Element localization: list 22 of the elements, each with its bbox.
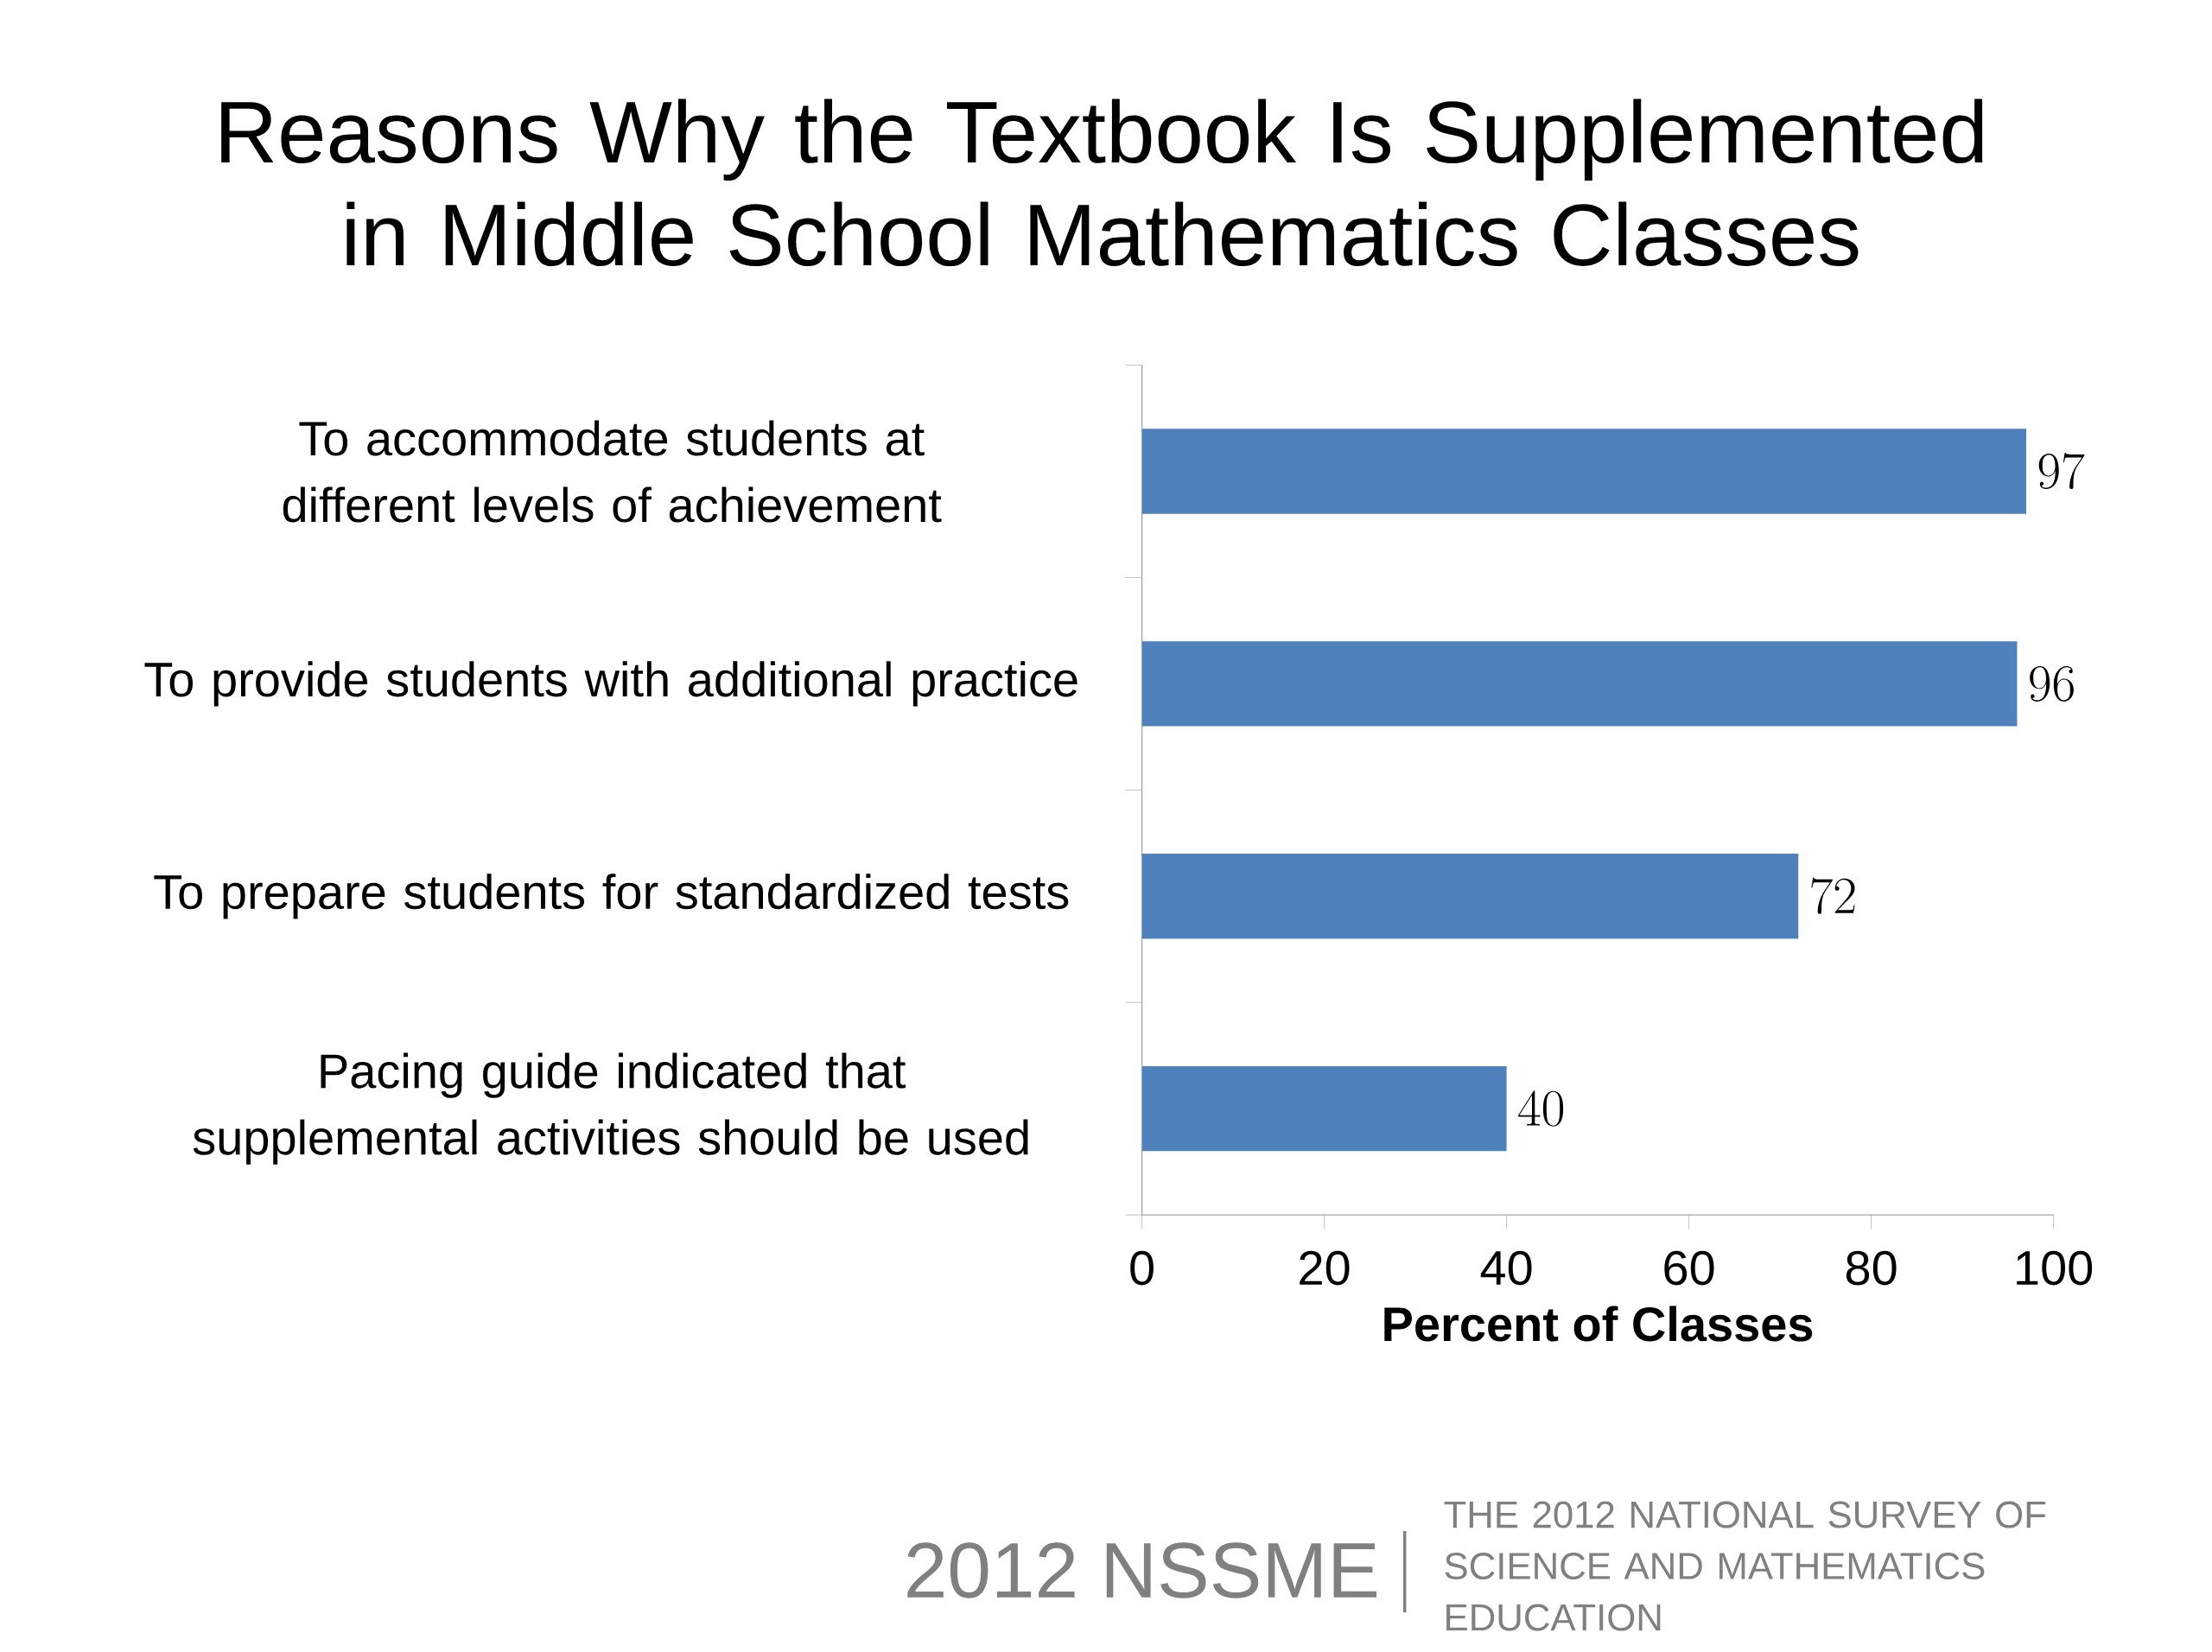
- x-tick-label: 80: [1846, 1250, 1897, 1286]
- x-tick-label: 60: [1664, 1250, 1714, 1286]
- x-tick-label: 40: [1480, 1250, 1532, 1286]
- data-label: 96: [2030, 666, 2074, 702]
- bar: [1141, 429, 2026, 514]
- x-tick-label: 0: [1130, 1250, 1154, 1286]
- data-label: 72: [1811, 877, 1855, 914]
- data-label: 97: [2038, 453, 2085, 490]
- bar: [1141, 641, 2018, 727]
- chart-title: Reasons Why the Textbook Is Supplemented in Middle School Mathematics Classes: [221, 98, 1983, 267]
- text: THE 2012 NATIONAL SURVEY OF SCIENCE AND MATHEMATICS EDUCATION: [1444, 1501, 2046, 1631]
- y-tick-label: Pacing guide indicated that supplemental activities should be used: [193, 1052, 1028, 1165]
- x-tick-label: 100: [2017, 1250, 2093, 1286]
- text: 2012 NSSME: [907, 1542, 1376, 1598]
- bar: [1141, 854, 1799, 939]
- data-label: 40: [1518, 1090, 1564, 1127]
- y-tick-label: To accommodate students at different levels of achievement: [283, 420, 942, 523]
- y-tick-label: To provide students with additional practice: [144, 661, 1077, 707]
- bar: [1141, 1066, 1507, 1152]
- y-tick-label: To prepare students for standardized tests: [154, 874, 1069, 919]
- x-axis-title: Percent of Classes: [1384, 1306, 1813, 1342]
- x-tick-label: 20: [1300, 1250, 1350, 1286]
